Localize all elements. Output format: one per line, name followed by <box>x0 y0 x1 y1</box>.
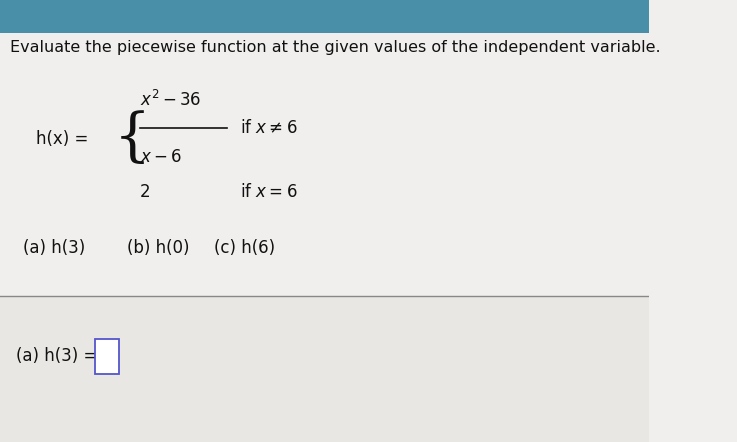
Text: 2: 2 <box>139 183 150 201</box>
Text: Evaluate the piecewise function at the given values of the independent variable.: Evaluate the piecewise function at the g… <box>10 40 660 55</box>
Text: (a) h(3) =: (a) h(3) = <box>16 347 103 365</box>
Text: $x - 6$: $x - 6$ <box>139 148 181 166</box>
Text: if $x = 6$: if $x = 6$ <box>240 183 298 201</box>
FancyBboxPatch shape <box>0 0 649 33</box>
FancyBboxPatch shape <box>95 339 119 374</box>
Text: $x^2 - 36$: $x^2 - 36$ <box>139 89 201 110</box>
Text: (a) h(3): (a) h(3) <box>23 239 85 256</box>
Text: {: { <box>113 111 150 167</box>
Text: (b) h(0): (b) h(0) <box>127 239 189 256</box>
FancyBboxPatch shape <box>0 296 649 442</box>
Text: (c) h(6): (c) h(6) <box>214 239 276 256</box>
Text: h(x) =: h(x) = <box>35 130 94 148</box>
Text: if $x\neq6$: if $x\neq6$ <box>240 119 298 137</box>
